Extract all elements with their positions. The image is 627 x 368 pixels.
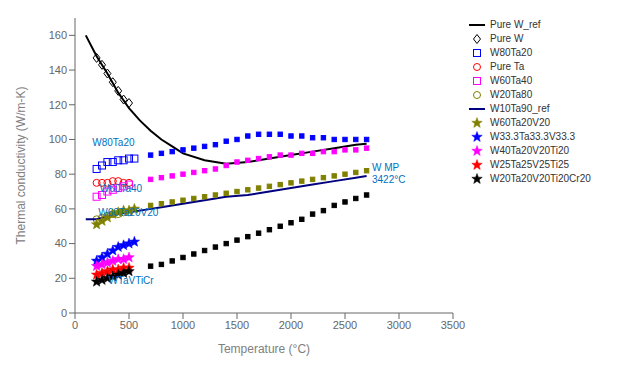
svg-text:3500: 3500 xyxy=(441,319,465,331)
svg-text:3000: 3000 xyxy=(387,319,411,331)
svg-text:1000: 1000 xyxy=(171,319,195,331)
svg-text:80: 80 xyxy=(55,168,67,180)
svg-text:W60Ta20V20: W60Ta20V20 xyxy=(98,207,158,218)
svg-text:140: 140 xyxy=(49,64,67,76)
svg-text:W80Ta20: W80Ta20 xyxy=(92,137,135,148)
html-text:W60Ta20V20: W60Ta20V20 xyxy=(490,117,550,128)
html-text:W10Ta90_ref: W10Ta90_ref xyxy=(490,103,550,114)
svg-text:0: 0 xyxy=(61,307,67,319)
svg-text:W60Ta40: W60Ta40 xyxy=(100,183,143,194)
svg-text:100: 100 xyxy=(49,133,67,145)
html-text:W20Ta80: W20Ta80 xyxy=(490,89,533,100)
svg-text:60: 60 xyxy=(55,203,67,215)
svg-text:W MP3422°C: W MP3422°C xyxy=(372,162,405,185)
svg-text:0: 0 xyxy=(72,319,78,331)
html-text:Pure Ta: Pure Ta xyxy=(490,61,525,72)
svg-text:20: 20 xyxy=(55,272,67,284)
html-text:W33.3Ta33.3V33.3: W33.3Ta33.3V33.3 xyxy=(490,131,576,142)
svg-text:500: 500 xyxy=(120,319,138,331)
svg-text:WTaVTiCr: WTaVTiCr xyxy=(108,275,154,286)
svg-text:Thermal conductivity (W/m-K): Thermal conductivity (W/m-K) xyxy=(14,86,28,244)
html-text:W25Ta25V25Ti25: W25Ta25V25Ti25 xyxy=(490,159,570,170)
svg-text:Temperature (°C): Temperature (°C) xyxy=(218,342,310,356)
svg-text:160: 160 xyxy=(49,29,67,41)
html-text:Pure W_ref: Pure W_ref xyxy=(490,19,541,30)
html-text:W20Ta20V20Ti20Cr20: W20Ta20V20Ti20Cr20 xyxy=(490,173,591,184)
html-text:W80Ta20: W80Ta20 xyxy=(490,47,533,58)
html-text:W60Ta40: W60Ta40 xyxy=(490,75,533,86)
svg-text:120: 120 xyxy=(49,99,67,111)
svg-text:40: 40 xyxy=(55,237,67,249)
html-text:Pure W: Pure W xyxy=(490,33,524,44)
svg-text:2500: 2500 xyxy=(333,319,357,331)
html-text:W40Ta20V20Ti20: W40Ta20V20Ti20 xyxy=(490,145,570,156)
svg-text:1500: 1500 xyxy=(225,319,249,331)
svg-text:2000: 2000 xyxy=(279,319,303,331)
